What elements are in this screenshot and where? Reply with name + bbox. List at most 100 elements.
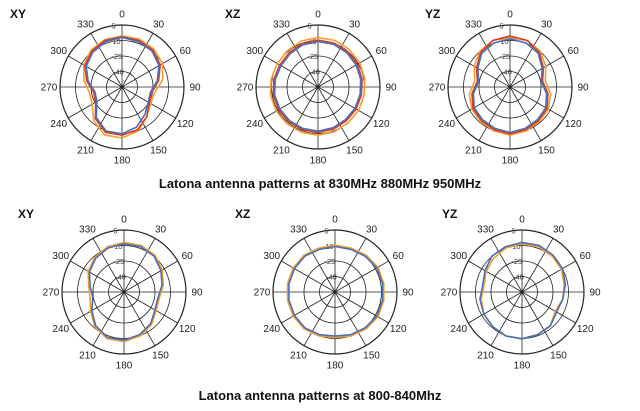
- angle-tick-label: 90: [189, 83, 201, 94]
- grid-spoke: [490, 291, 523, 346]
- angle-tick-label: 120: [373, 119, 390, 130]
- grid-spoke: [521, 238, 554, 293]
- angle-tick-label: 120: [179, 324, 196, 335]
- grid-spoke: [317, 86, 350, 141]
- angle-tick-label: 180: [310, 156, 327, 167]
- angle-tick-label: 270: [43, 288, 60, 299]
- panel-label: YZ: [425, 7, 440, 21]
- radial-tick-label: -40: [513, 273, 524, 282]
- panel-label: XZ: [225, 7, 240, 21]
- grid-spoke: [509, 33, 542, 88]
- grid-spoke: [521, 291, 576, 324]
- caption-top: Latona antenna patterns at 830MHz 880MHz…: [158, 176, 482, 191]
- radial-tick-label: -40: [309, 68, 320, 77]
- radial-tick-label: -40: [113, 68, 124, 77]
- grid-spoke: [468, 260, 523, 293]
- grid-spoke: [90, 33, 123, 88]
- grid-spoke: [334, 238, 367, 293]
- angle-tick-label: 30: [155, 224, 167, 235]
- series-line-blue: [88, 243, 163, 342]
- angle-tick-label: 150: [152, 351, 169, 362]
- angle-tick-label: 0: [332, 215, 338, 226]
- radial-tick-label: -10: [110, 37, 121, 46]
- angle-tick-label: 210: [77, 146, 94, 157]
- panel-label: XY: [10, 7, 26, 21]
- angle-tick-label: 180: [116, 361, 133, 372]
- radial-tick-label: -25: [113, 257, 124, 266]
- angle-tick-label: 210: [477, 351, 494, 362]
- angle-tick-label: 240: [52, 324, 69, 335]
- radial-tick-label: -40: [115, 273, 126, 282]
- series-line-red: [272, 39, 363, 134]
- grid-spoke: [509, 55, 564, 88]
- angle-tick-label: 30: [349, 19, 361, 30]
- series-line-orange: [286, 244, 385, 339]
- grid-spoke: [303, 238, 336, 293]
- angle-tick-label: 330: [273, 19, 290, 30]
- grid-spoke: [334, 260, 389, 293]
- angle-tick-label: 180: [502, 156, 519, 167]
- angle-tick-label: 30: [153, 19, 165, 30]
- series-line-red: [84, 35, 161, 136]
- angle-tick-label: 0: [507, 10, 513, 21]
- angle-tick-label: 300: [52, 251, 69, 262]
- grid-spoke: [303, 291, 336, 346]
- panel-label: XZ: [235, 207, 250, 221]
- radial-tick-label: 5: [499, 21, 503, 30]
- angle-tick-label: 300: [438, 46, 455, 57]
- grid-spoke: [121, 33, 154, 88]
- radial-tick-label: 5: [307, 21, 311, 30]
- grid-spoke: [281, 260, 336, 293]
- angle-tick-label: 60: [393, 251, 405, 262]
- angle-tick-label: 60: [182, 251, 194, 262]
- angle-tick-label: 270: [429, 83, 446, 94]
- grid-spoke: [68, 55, 123, 88]
- angle-tick-label: 300: [50, 46, 67, 57]
- grid-spoke: [123, 260, 178, 293]
- angle-tick-label: 330: [77, 19, 94, 30]
- angle-tick-label: 270: [254, 288, 271, 299]
- angle-tick-label: 60: [180, 46, 192, 57]
- series-line-blue: [479, 241, 567, 340]
- grid-spoke: [317, 33, 350, 88]
- angle-tick-label: 240: [263, 324, 280, 335]
- angle-tick-label: 150: [150, 146, 167, 157]
- grid-spoke: [123, 238, 156, 293]
- grid-spoke: [334, 291, 389, 324]
- grid-spoke: [478, 86, 511, 141]
- grid-spoke: [317, 86, 372, 119]
- grid-spoke: [521, 291, 554, 346]
- series-line-orange: [468, 36, 552, 136]
- grid-spoke: [317, 55, 372, 88]
- grid-spoke: [264, 55, 319, 88]
- series-line-red: [471, 35, 549, 135]
- caption-bottom: Latona antenna patterns at 800-840Mhz: [198, 388, 442, 403]
- angle-tick-label: 30: [553, 224, 565, 235]
- grid-spoke: [281, 291, 336, 324]
- angle-tick-label: 120: [565, 119, 582, 130]
- angle-tick-label: 0: [121, 215, 127, 226]
- angle-tick-label: 150: [346, 146, 363, 157]
- radial-tick-label: -25: [307, 52, 318, 61]
- series-line-blue: [273, 40, 362, 132]
- grid-spoke: [286, 33, 319, 88]
- angle-tick-label: 300: [246, 46, 263, 57]
- angle-tick-label: 330: [477, 224, 494, 235]
- radial-tick-label: -25: [499, 52, 510, 61]
- grid-spoke: [456, 86, 511, 119]
- radial-tick-label: 5: [324, 226, 328, 235]
- series-line-orange: [269, 36, 366, 136]
- angle-tick-label: 180: [327, 361, 344, 372]
- angle-tick-label: 180: [114, 156, 131, 167]
- grid-spoke: [121, 86, 154, 141]
- angle-tick-label: 300: [450, 251, 467, 262]
- angle-tick-label: 0: [519, 215, 525, 226]
- grid-spoke: [90, 86, 123, 141]
- angle-tick-label: 60: [376, 46, 388, 57]
- panel-label: XY: [18, 207, 34, 221]
